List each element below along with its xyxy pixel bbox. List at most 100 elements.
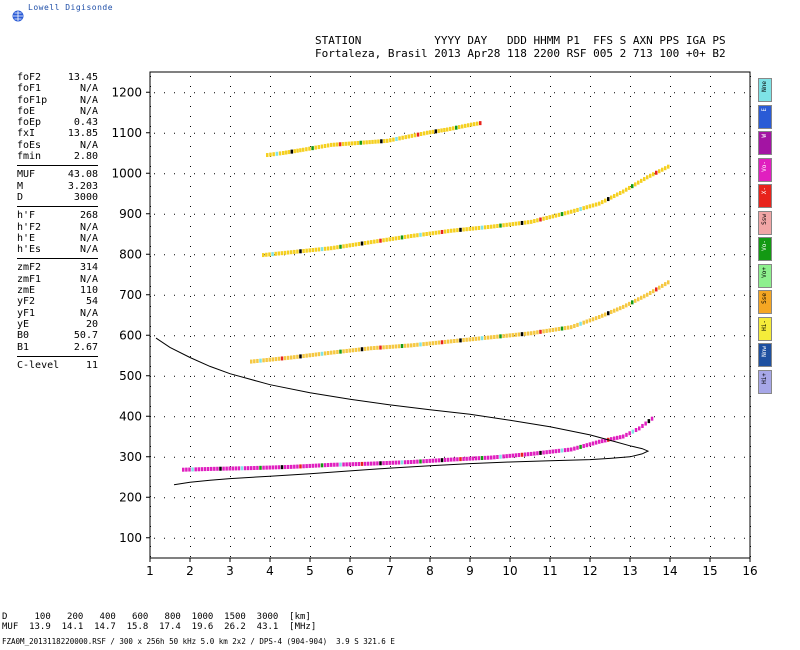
grid-dot [264,132,265,134]
grid-dot [304,173,305,175]
grid-dot [284,456,285,458]
grid-dot [184,294,185,296]
grid-dot [684,497,685,499]
echo-point [502,223,505,228]
grid-dot [190,236,191,237]
echo-point [523,331,527,336]
grid-dot [430,216,431,217]
echo-point [465,456,468,461]
echo-point [210,466,213,471]
echo-point [582,444,585,449]
grid-dot [484,254,485,256]
grid-dot [710,296,711,297]
grid-dot [230,546,231,547]
grid-dot [350,276,351,277]
grid-dot [184,254,185,256]
echo-point [410,234,413,239]
grid-dot [364,132,365,134]
grid-dot [590,106,591,107]
grid-dot [630,246,631,247]
echo-point [370,461,373,466]
grid-dot [174,416,175,418]
echo-point [604,312,607,317]
grid-dot [430,406,431,407]
grid-dot [590,146,591,147]
param-value: 11 [85,359,98,371]
echo-point [471,337,475,342]
grid-dot [174,213,175,215]
grid-dot [324,132,325,134]
echo-point [240,466,244,471]
grid-dot [314,294,315,296]
grid-dot [634,375,635,377]
grid-dot [230,426,231,427]
grid-dot [230,326,231,327]
grid-dot [470,556,471,557]
param-row: zmF1 N/A [17,274,98,285]
grid-dot [604,173,605,175]
grid-dot [414,294,415,296]
grid-dot [694,294,695,296]
grid-dot [174,173,175,175]
grid-dot [710,166,711,167]
grid-dot [270,336,271,337]
grid-dot [204,254,205,256]
echo-point [456,338,459,343]
echo-point [464,123,467,128]
grid-dot [590,476,591,477]
grid-dot [404,335,405,337]
echo-point [333,245,336,250]
grid-dot [670,456,671,457]
echo-point [613,194,616,199]
grid-dot [394,456,395,458]
grid-dot [494,497,495,499]
param-row: foF1 N/A [17,83,98,94]
echo-point [326,246,330,251]
grid-dot [230,446,231,447]
grid-dot [510,216,511,217]
grid-dot [604,213,605,215]
grid-dot [344,375,345,377]
y-tick-label: 500 [119,369,142,383]
param-name: yF1 [17,307,36,319]
grid-dot [304,335,305,337]
echo-point [625,432,628,437]
echo-point [530,331,533,336]
grid-dot [630,196,631,197]
grid-dot [630,296,631,297]
grid-dot [310,296,311,297]
grid-dot [334,375,335,377]
grid-dot [350,316,351,317]
grid-dot [670,226,671,227]
grid-dot [614,254,615,256]
param-value: N/A [79,139,98,151]
grid-dot [234,254,235,256]
grid-dot [710,326,711,327]
grid-dot [724,213,725,215]
grid-dot [364,254,365,256]
echo-point [354,242,358,247]
echo-point [259,358,262,363]
grid-dot [270,226,271,227]
digisonde-logo: Lowell Digisonde [6,2,166,24]
grid-dot [464,132,465,134]
grid-dot [390,236,391,237]
grid-dot [310,516,311,517]
x-tick-label: 5 [306,564,314,578]
echo-point [314,145,317,150]
globe-icon [12,10,24,22]
grid-dot [510,486,511,487]
grid-dot [194,92,195,94]
echo-point [379,238,382,243]
grid-dot [654,294,655,296]
grid-dot [484,335,485,337]
echo-point [353,141,357,146]
grid-dot [204,213,205,215]
param-name: fmin [17,151,42,163]
param-row: M 3.203 [17,181,98,192]
grid-dot [670,476,671,477]
grid-dot [414,456,415,458]
grid-dot [564,335,565,337]
echo-point [262,253,265,258]
echo-point [576,445,579,450]
